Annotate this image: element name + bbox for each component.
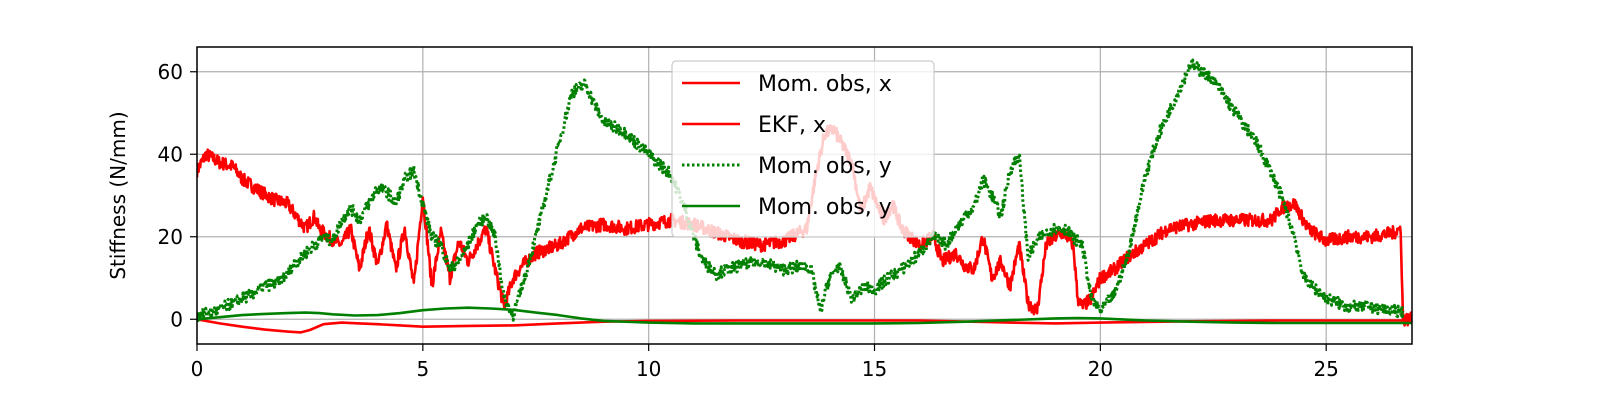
- y-tick-label: 0: [170, 307, 183, 331]
- plot-frame: [196, 46, 1413, 345]
- series-line-4: [197, 306, 1412, 325]
- x-tick-label: 10: [636, 357, 661, 381]
- x-tick-label: 0: [191, 357, 204, 381]
- legend-label: EKF, x: [758, 113, 826, 138]
- x-axis: 0 5 10 15 20 25: [191, 344, 1339, 381]
- legend-label: Mom. obs, y: [758, 154, 892, 179]
- legend-box: [671, 60, 935, 238]
- y-tick-label: 20: [158, 225, 183, 249]
- series-line-3: [197, 57, 1405, 322]
- series-line-2: [197, 318, 1412, 334]
- legend-label: Mom. obs, x: [758, 72, 892, 97]
- legend-label: Mom. obs, y: [758, 195, 892, 220]
- y-axis-label: Stiffness (N/mm): [106, 111, 130, 279]
- series-group: [197, 57, 1412, 334]
- x-tick-label: 15: [862, 357, 887, 381]
- y-tick-label: 60: [158, 60, 183, 84]
- x-tick-label: 5: [416, 357, 429, 381]
- y-axis: 0 20 40 60: [158, 60, 197, 331]
- y-tick-label: 40: [158, 142, 183, 166]
- legend: Mom. obs, x EKF, x Mom. obs, y Mom. obs, y: [671, 60, 935, 238]
- x-tick-label: 20: [1088, 357, 1113, 381]
- x-tick-label: 25: [1313, 357, 1338, 381]
